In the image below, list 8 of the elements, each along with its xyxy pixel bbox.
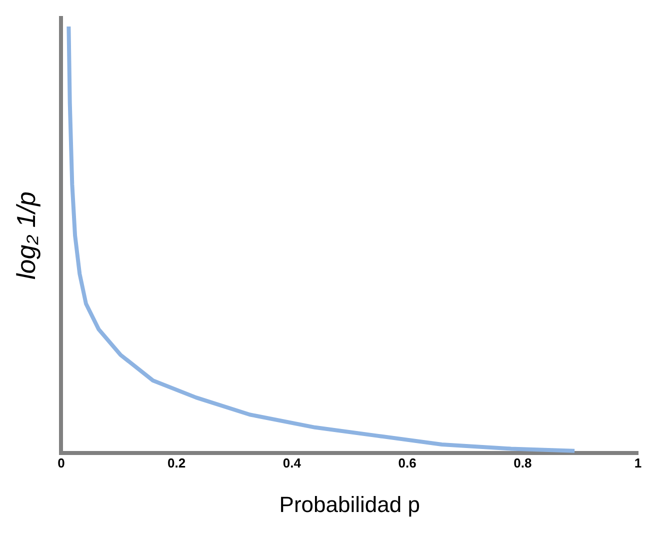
x-tick-label: 0.2 bbox=[168, 455, 186, 470]
x-tick-label: 0.8 bbox=[514, 455, 532, 470]
x-tick-label: 0 bbox=[58, 455, 65, 470]
x-axis-title: Probabilidad p bbox=[279, 492, 420, 517]
x-tick-label: 1 bbox=[634, 455, 642, 470]
x-tick-label: 0.4 bbox=[282, 455, 302, 470]
y-axis-title: log₂ 1/p bbox=[10, 192, 41, 280]
x-tick-label: 0.6 bbox=[398, 455, 416, 470]
